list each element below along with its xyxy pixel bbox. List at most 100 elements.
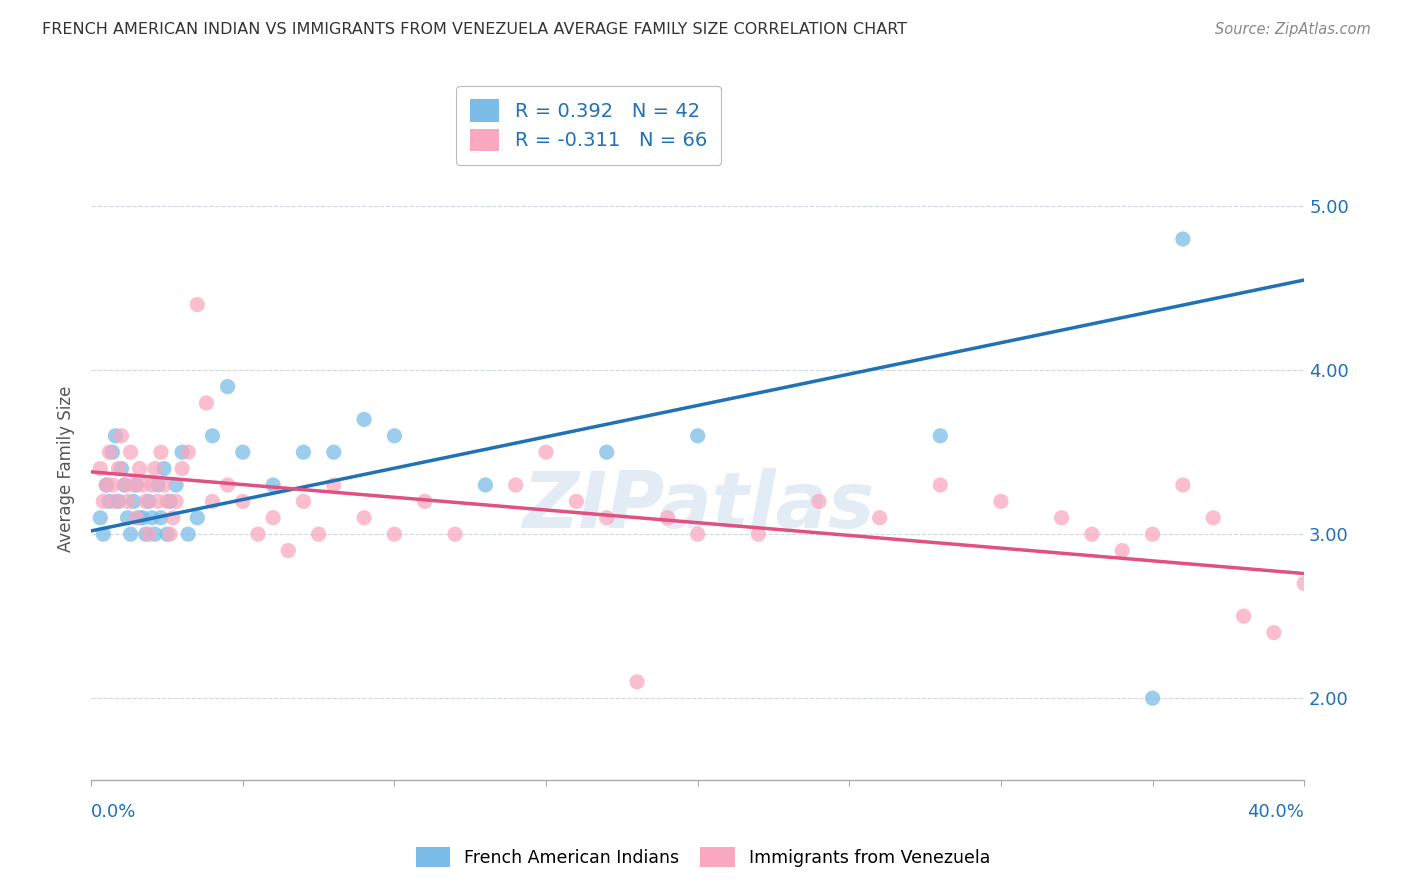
- Point: [353, 412, 375, 426]
- Point: [122, 478, 145, 492]
- Point: [122, 494, 145, 508]
- Point: [120, 445, 142, 459]
- Point: [101, 445, 124, 459]
- Point: [104, 429, 127, 443]
- Point: [1308, 740, 1330, 755]
- Point: [146, 478, 169, 492]
- Point: [149, 510, 172, 524]
- Point: [172, 461, 194, 475]
- Legend: R = 0.392   N = 42, R = -0.311   N = 66: R = 0.392 N = 42, R = -0.311 N = 66: [457, 86, 721, 165]
- Point: [89, 510, 111, 524]
- Point: [125, 510, 148, 524]
- Point: [505, 478, 527, 492]
- Text: ZIPatlas: ZIPatlas: [522, 468, 873, 544]
- Point: [322, 445, 344, 459]
- Point: [657, 510, 679, 524]
- Point: [195, 396, 218, 410]
- Point: [172, 445, 194, 459]
- Point: [1232, 609, 1254, 624]
- Point: [156, 527, 179, 541]
- Point: [89, 461, 111, 475]
- Point: [262, 478, 284, 492]
- Point: [353, 510, 375, 524]
- Point: [747, 527, 769, 541]
- Point: [107, 461, 129, 475]
- Point: [262, 510, 284, 524]
- Point: [1111, 543, 1133, 558]
- Point: [101, 478, 124, 492]
- Text: FRENCH AMERICAN INDIAN VS IMMIGRANTS FROM VENEZUELA AVERAGE FAMILY SIZE CORRELAT: FRENCH AMERICAN INDIAN VS IMMIGRANTS FRO…: [42, 22, 907, 37]
- Point: [156, 494, 179, 508]
- Point: [114, 478, 136, 492]
- Point: [990, 494, 1012, 508]
- Point: [474, 478, 496, 492]
- Point: [96, 478, 118, 492]
- Point: [143, 461, 166, 475]
- Point: [153, 478, 176, 492]
- Point: [165, 478, 187, 492]
- Point: [177, 445, 200, 459]
- Point: [141, 510, 163, 524]
- Point: [1171, 478, 1194, 492]
- Point: [120, 527, 142, 541]
- Point: [686, 527, 709, 541]
- Point: [159, 494, 181, 508]
- Text: Source: ZipAtlas.com: Source: ZipAtlas.com: [1215, 22, 1371, 37]
- Point: [232, 445, 254, 459]
- Point: [96, 478, 118, 492]
- Point: [1142, 691, 1164, 706]
- Point: [807, 494, 830, 508]
- Point: [869, 510, 891, 524]
- Point: [98, 494, 121, 508]
- Point: [110, 461, 132, 475]
- Point: [1142, 527, 1164, 541]
- Point: [596, 510, 619, 524]
- Point: [125, 478, 148, 492]
- Point: [626, 674, 648, 689]
- Point: [1323, 527, 1346, 541]
- Point: [686, 429, 709, 443]
- Point: [534, 445, 557, 459]
- Point: [91, 494, 114, 508]
- Point: [177, 527, 200, 541]
- Point: [246, 527, 269, 541]
- Point: [135, 527, 157, 541]
- Point: [1081, 527, 1104, 541]
- Point: [277, 543, 299, 558]
- Point: [1263, 625, 1285, 640]
- Legend: French American Indians, Immigrants from Venezuela: French American Indians, Immigrants from…: [409, 840, 997, 874]
- Text: 40.0%: 40.0%: [1247, 803, 1305, 822]
- Point: [1294, 576, 1316, 591]
- Point: [1202, 510, 1225, 524]
- Point: [131, 510, 153, 524]
- Point: [107, 494, 129, 508]
- Point: [91, 527, 114, 541]
- Point: [141, 478, 163, 492]
- Point: [1171, 232, 1194, 246]
- Point: [596, 445, 619, 459]
- Point: [413, 494, 436, 508]
- Point: [149, 445, 172, 459]
- Point: [128, 510, 150, 524]
- Point: [929, 478, 952, 492]
- Point: [217, 379, 239, 393]
- Point: [131, 478, 153, 492]
- Point: [146, 494, 169, 508]
- Point: [384, 527, 406, 541]
- Point: [104, 494, 127, 508]
- Point: [143, 527, 166, 541]
- Point: [444, 527, 467, 541]
- Point: [292, 445, 315, 459]
- Point: [114, 478, 136, 492]
- Point: [322, 478, 344, 492]
- Point: [308, 527, 330, 541]
- Point: [165, 494, 187, 508]
- Point: [565, 494, 588, 508]
- Point: [186, 297, 208, 311]
- Point: [201, 429, 224, 443]
- Point: [117, 510, 139, 524]
- Point: [186, 510, 208, 524]
- Point: [159, 527, 181, 541]
- Point: [292, 494, 315, 508]
- Point: [135, 494, 157, 508]
